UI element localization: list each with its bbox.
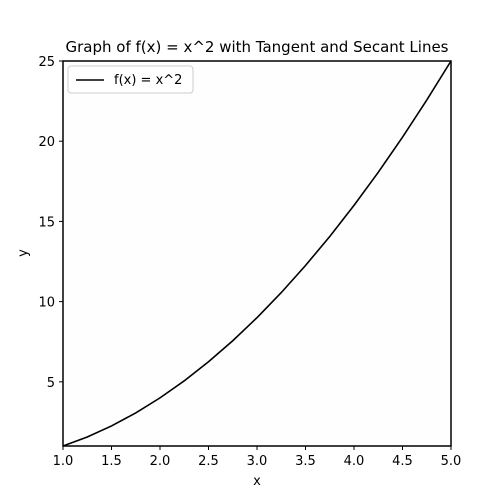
x-tick-label: 3.5 <box>295 454 316 469</box>
y-tick-label: 25 <box>38 55 55 70</box>
series-line-0 <box>62 60 452 447</box>
x-tick-label: 4.0 <box>344 454 365 469</box>
y-axis: 5 10 15 20 25 <box>38 55 63 391</box>
x-tick-label: 2.0 <box>150 454 171 469</box>
y-tick-label: 20 <box>38 135 55 150</box>
chart-title: Graph of f(x) = x^2 with Tangent and Sec… <box>65 38 448 56</box>
x-axis-label: x <box>253 474 261 489</box>
legend-label: f(x) = x^2 <box>114 73 182 88</box>
x-tick-label: 5.0 <box>441 454 462 469</box>
x-tick-label: 1.5 <box>101 454 122 469</box>
x-axis: 1.0 1.5 2.0 2.5 3.0 3.5 4.0 4.5 5.0 <box>53 446 462 469</box>
x-tick-label: 3.0 <box>247 454 268 469</box>
legend: f(x) = x^2 <box>67 65 194 94</box>
x-tick-label: 2.5 <box>198 454 219 469</box>
x-tick-label: 4.5 <box>392 454 413 469</box>
y-tick-label: 15 <box>38 215 55 230</box>
y-tick-label: 5 <box>47 376 55 391</box>
y-tick-label: 10 <box>38 296 55 311</box>
x-tick-label: 1.0 <box>53 454 74 469</box>
plot-area <box>63 61 451 446</box>
series-layer <box>62 60 452 447</box>
legend-box <box>67 65 194 94</box>
y-axis-label: y <box>16 249 31 257</box>
